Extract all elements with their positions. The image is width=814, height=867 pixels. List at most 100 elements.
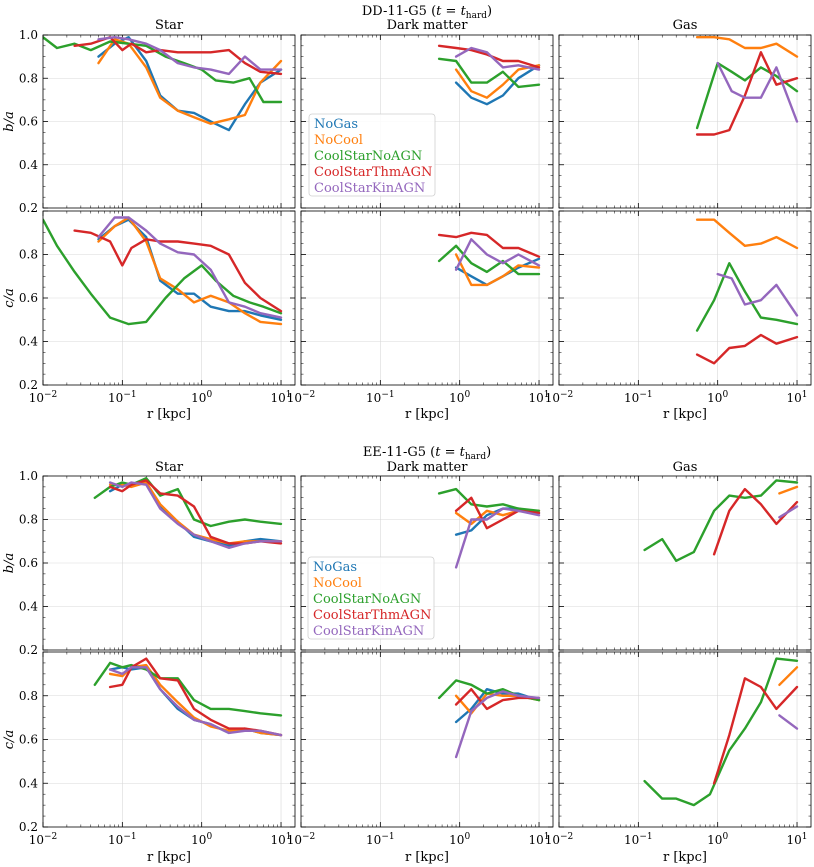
series-line-coolstarthmagn	[108, 657, 283, 737]
x-tick-exponent: 1	[544, 390, 550, 400]
series-line-nocool	[97, 216, 283, 326]
axes-frame	[42, 651, 296, 828]
x-tick-exponent: −1	[639, 390, 652, 400]
y-tick-label: 0.4	[19, 600, 38, 614]
x-tick-label: 100	[707, 832, 728, 847]
series-line-coolstarnoagn	[695, 262, 799, 332]
x-tick-label: 100	[449, 390, 470, 405]
column-title: Star	[155, 460, 184, 475]
x-tick-base: 10	[624, 833, 639, 847]
x-tick-base: 10	[191, 833, 206, 847]
panel-gas-b-over-a	[558, 34, 812, 209]
x-tick-exponent: −2	[302, 832, 315, 842]
x-tick-base: 10	[108, 391, 123, 405]
x-tick-base: 10	[191, 391, 206, 405]
x-tick-label: 100	[449, 832, 470, 847]
series-line-coolstarkinagn	[778, 505, 799, 519]
y-tick-label: 0.8	[19, 513, 38, 527]
series-line-coolstarkinagn	[97, 36, 283, 76]
axes-frame	[300, 651, 554, 828]
series-line-coolstarkinagn	[454, 507, 541, 569]
series-line-coolstarthmagn	[695, 51, 799, 136]
column-title: Gas	[673, 18, 698, 33]
x-tick-label: 10−1	[108, 832, 137, 847]
figure-title-part: t	[460, 445, 466, 460]
x-tick-exponent: −2	[560, 390, 573, 400]
series-group	[437, 231, 541, 287]
series-line-coolstarnoagn	[643, 479, 799, 562]
x-tick-label: 10−1	[108, 390, 137, 405]
x-tick-label: 10−1	[624, 832, 653, 847]
y-tick-label: 0.4	[19, 776, 38, 790]
x-tick-base: 10	[29, 833, 44, 847]
x-tick-label: 10−2	[545, 832, 574, 847]
x-tick-base: 10	[449, 833, 464, 847]
x-axis-label: r [kpc]	[663, 850, 707, 865]
x-tick-label: 100	[191, 390, 212, 405]
series-group	[643, 657, 799, 807]
series-group	[437, 44, 541, 106]
series-line-nogas	[97, 218, 283, 321]
x-tick-exponent: −1	[381, 390, 394, 400]
x-tick-exponent: −2	[302, 390, 315, 400]
y-tick-label: 0.8	[19, 689, 38, 703]
x-tick-label: 10−2	[29, 832, 58, 847]
panel-star-b-over-a: 0.2 0.4 0.6 0.8 1.0 b/a	[2, 28, 296, 215]
x-tick-label: 10−2	[545, 390, 574, 405]
x-tick-base: 10	[366, 833, 381, 847]
series-group	[695, 36, 799, 136]
series-group	[437, 487, 541, 569]
series-group	[43, 216, 283, 326]
legend-entry-nocool: NoCool	[314, 133, 363, 148]
x-axis-label: r [kpc]	[147, 850, 191, 865]
series-line-coolstarthmagn	[695, 333, 799, 365]
figure-block-dd-11-g5: DD-11-G5 (t = thard)Star Dark matter Gas0.…	[2, 4, 812, 422]
x-tick-base: 10	[287, 391, 302, 405]
series-line-nocool	[695, 218, 799, 250]
y-tick-label: 0.2	[19, 378, 38, 392]
legend: NoGasNoCoolCoolStarNoAGNCoolStarThmAGNCo…	[308, 113, 436, 197]
figure-title-part: t	[436, 4, 442, 19]
series-line-coolstarkinagn	[778, 714, 799, 730]
series-line-nocool	[778, 485, 799, 495]
figure-title-part: hard	[465, 452, 486, 462]
series-line-coolstarthmagn	[454, 688, 541, 711]
y-tick-label: 0.6	[19, 291, 38, 305]
axes-frame	[300, 210, 554, 386]
series-line-coolstarkinagn	[454, 238, 541, 271]
series-group	[43, 36, 283, 132]
column-title: Dark matter	[387, 460, 469, 475]
y-tick-label: 0.6	[19, 115, 38, 129]
x-tick-label: 101	[787, 832, 808, 847]
x-tick-label: 10−2	[29, 390, 58, 405]
x-tick-exponent: −1	[381, 832, 394, 842]
legend: NoGasNoCoolCoolStarNoAGNCoolStarThmAGNCo…	[307, 556, 435, 640]
legend-entry-nocool: NoCool	[313, 576, 362, 591]
x-tick-label: 101	[787, 390, 808, 405]
x-tick-label: 101	[271, 390, 292, 405]
x-tick-exponent: 0	[464, 832, 470, 842]
x-tick-label: 101	[271, 832, 292, 847]
y-tick-label: 0.8	[19, 248, 38, 262]
x-tick-exponent: −1	[639, 832, 652, 842]
series-line-coolstarthmagn	[437, 231, 541, 258]
y-axis-label: b/a	[2, 553, 17, 573]
series-line-coolstarkinagn	[108, 481, 283, 549]
series-line-coolstarkinagn	[108, 666, 283, 737]
y-tick-label: 0.6	[19, 733, 38, 747]
axes-frame	[558, 475, 812, 651]
legend-entry-nogas: NoGas	[314, 117, 358, 132]
x-tick-label: 100	[191, 832, 212, 847]
x-tick-exponent: 1	[286, 832, 292, 842]
series-line-coolstarnoagn	[437, 487, 541, 512]
series-line-coolstarthmagn	[437, 44, 541, 69]
x-tick-label: 101	[529, 390, 550, 405]
legend-entry-coolstarnoagn: CoolStarNoAGN	[314, 149, 422, 164]
x-tick-label: 10−2	[287, 390, 316, 405]
axes-frame	[300, 475, 554, 651]
x-tick-base: 10	[707, 833, 722, 847]
